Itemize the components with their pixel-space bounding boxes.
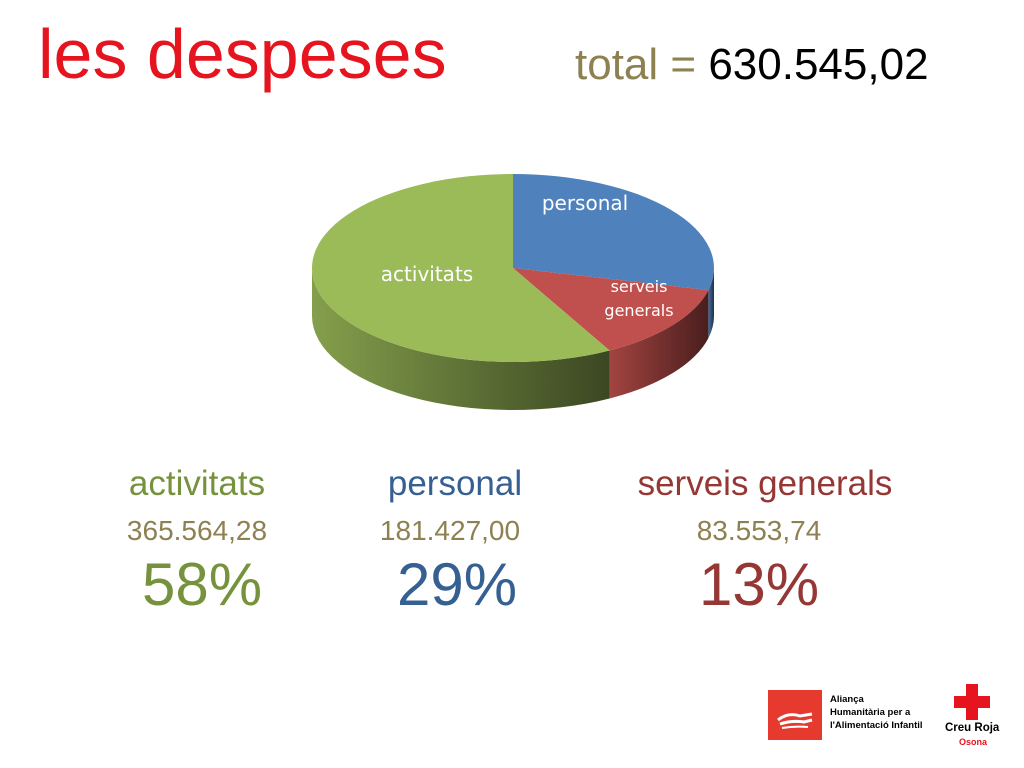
alliance-logo	[768, 690, 822, 740]
pie-label-serveis-generals: serveis generals	[604, 277, 673, 320]
red-cross-sub: Osona	[959, 737, 988, 747]
pie-side-serveis-generals	[609, 290, 709, 399]
alliance-line: l'Alimentació Infantil	[830, 720, 923, 731]
category-name-serveis-generals: serveis generals	[637, 464, 893, 503]
category-percent-serveis-generals: 13%	[698, 551, 820, 618]
page-title: les despeses	[38, 15, 447, 93]
category-amount-serveis-generals: 83.553,74	[696, 515, 822, 546]
category-amount-personal: 181.427,00	[379, 515, 521, 546]
pie-label-personal: personal	[542, 191, 628, 215]
alliance-line: Aliança	[830, 694, 864, 705]
alliance-text: Aliança Humanitària per a l'Alimentació …	[830, 693, 940, 732]
total-line: total = 630.545,02	[575, 38, 929, 92]
category-name-activitats: activitats	[128, 464, 266, 503]
hands-icon	[777, 712, 813, 729]
red-cross-name: Creu Roja	[945, 722, 1000, 734]
category-amount-activitats: 365.564,28	[126, 515, 268, 546]
pie-slice-activitats	[312, 174, 610, 362]
alliance-line: Humanitària per a	[830, 707, 911, 718]
category-name-personal: personal	[387, 464, 523, 503]
pie-chart: personal serveis generals activitats	[312, 174, 714, 411]
pie-label-activitats: activitats	[381, 262, 473, 286]
pie-slice-personal	[513, 174, 714, 291]
total-value: 630.545,02	[708, 40, 929, 89]
pie-side-personal	[708, 268, 714, 339]
category-percent-activitats: 58%	[141, 551, 263, 618]
total-label: total =	[575, 40, 697, 89]
pie-side-activitats	[312, 268, 610, 411]
pie-slice-serveis-generals	[513, 268, 709, 351]
red-cross-icon	[954, 684, 990, 720]
category-percent-personal: 29%	[396, 551, 518, 618]
